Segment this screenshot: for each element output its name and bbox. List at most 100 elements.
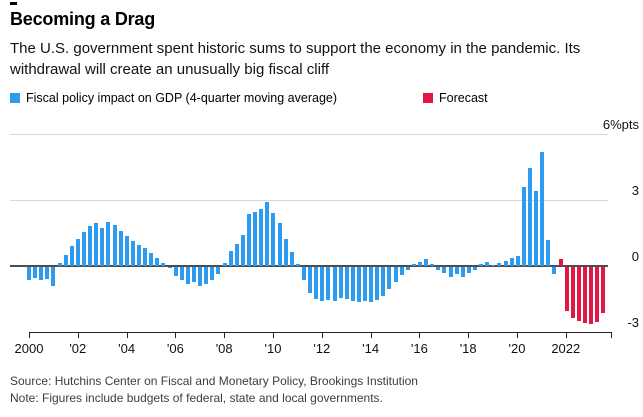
bar [418,261,423,266]
bar [534,191,539,266]
bar [405,267,410,271]
x-axis-tick [224,332,226,338]
x-axis-line [29,332,611,333]
x-axis-tick [468,332,470,338]
bar [167,267,172,269]
bar [454,267,459,274]
bar [124,236,129,266]
bar [63,255,68,266]
bar [442,267,447,273]
legend-swatch-forecast-icon [423,93,433,103]
bar [369,267,374,303]
gridline [10,200,608,201]
bar [393,267,398,283]
bar [436,267,441,271]
bar [576,267,581,321]
bar [314,267,319,299]
bar [497,262,502,266]
bar [240,235,245,266]
bar [271,213,276,266]
bar [424,259,429,266]
bar [210,267,215,281]
bar [94,223,99,266]
bar [277,223,282,266]
bar [204,267,209,284]
bar [295,263,300,266]
bar [583,267,587,324]
bar [540,151,545,266]
bar [326,267,331,300]
x-axis-tick-label: '20 [508,341,526,356]
bar [69,246,74,266]
chart-title: Becoming a Drag [10,9,156,29]
bar [375,267,380,300]
bar [27,267,31,281]
bar [558,259,563,266]
bar [509,258,514,266]
bar [130,240,135,266]
x-axis-tick [175,332,177,338]
bar [399,267,404,275]
legend-swatch-actual-icon [10,93,20,103]
bar [51,267,56,286]
bar [381,267,386,296]
x-axis-tick-label: '02 [69,341,87,356]
bar [301,267,306,281]
legend-label-actual: Fiscal policy impact on GDP (4-quarter m… [26,91,338,105]
legend-label-forecast: Forecast [439,91,488,105]
y-axis-label: 6%pts [602,117,639,132]
bar [350,267,355,302]
bar [33,267,38,278]
chart-subtitle: The U.S. government spent historic sums … [10,40,581,78]
bar [289,251,294,266]
bar [332,267,337,302]
bar [228,250,233,266]
x-axis-tick [273,332,274,338]
x-axis-tick [419,332,421,338]
bar [100,227,105,266]
zero-line [10,265,608,267]
bar [246,214,251,266]
bar [363,267,368,302]
bar [75,238,80,266]
bar [411,263,416,266]
bar [473,267,478,271]
bar [356,267,361,303]
bar [601,267,606,314]
bar [570,267,575,318]
legend-item-forecast: Forecast [423,91,488,105]
bar [57,262,62,266]
bar [185,267,190,284]
x-axis-tick-label: '10 [264,341,282,356]
bar [503,260,508,266]
bar [234,244,239,266]
x-axis-tick-label: '08 [215,341,233,356]
x-axis-tick [370,332,372,338]
bar [45,267,50,280]
bar [106,222,111,266]
bar [173,267,178,276]
bar [589,267,594,325]
bar [81,231,86,266]
x-axis-tick [321,332,323,338]
bar [485,261,490,266]
x-axis-end-tick [611,332,612,338]
gridline [10,134,608,135]
bar [308,267,313,294]
bar [253,212,258,266]
methodology-note: Note: Figures include budgets of federal… [10,391,383,405]
bar [155,258,160,266]
legend-item-actual: Fiscal policy impact on GDP (4-quarter m… [10,91,337,105]
y-axis-label: -3 [627,315,639,330]
x-axis-tick [565,332,567,338]
bar [136,245,141,266]
bar [448,267,453,277]
x-axis-tick [517,332,518,338]
x-axis-tick-label: '06 [166,341,184,356]
bar [179,267,184,281]
bar [118,230,123,266]
bar [515,256,520,266]
bar [191,267,196,283]
y-axis-label: 3 [631,183,639,198]
